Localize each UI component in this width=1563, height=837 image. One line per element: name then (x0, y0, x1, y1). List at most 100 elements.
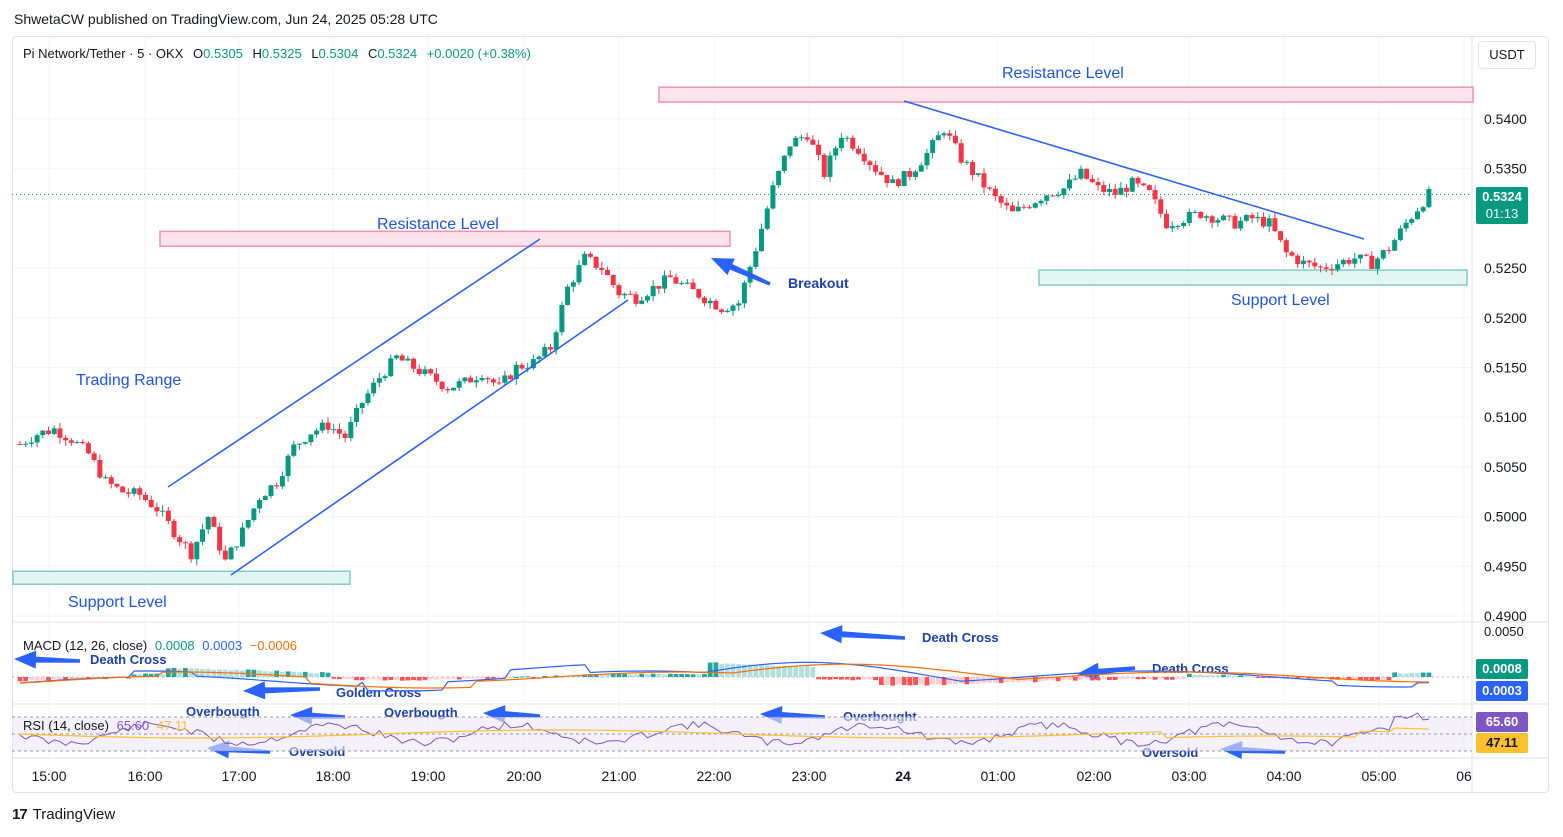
macd-hist-bar (799, 666, 804, 677)
candle-body (610, 275, 616, 286)
candle-body (599, 267, 605, 270)
macd-hist-bar (342, 677, 348, 679)
candle-body (513, 364, 519, 380)
candle-body (393, 355, 399, 359)
macd-hist-bar (1209, 675, 1215, 677)
macd-hist-bar (1289, 677, 1295, 678)
candle-body (553, 332, 559, 350)
macd-hist-bar (1152, 677, 1158, 680)
macd-hist-bar (770, 665, 776, 677)
candle-body (1049, 195, 1055, 197)
candle-body (776, 170, 782, 186)
candle-body (1055, 195, 1061, 197)
tradingview-logo[interactable]: 17 TradingView (12, 806, 115, 823)
candle-body (1175, 225, 1181, 227)
macd-hist-bar (804, 666, 810, 677)
macd-hist-bar (1261, 677, 1266, 678)
macd-hist-bar (878, 677, 884, 686)
overbought-label-1: Overbougth (186, 704, 260, 719)
candle-body (753, 251, 759, 267)
candle-body (296, 443, 302, 445)
current-price-value: 0.5324 (1482, 189, 1522, 204)
candle-body (262, 496, 268, 500)
candle-body (656, 285, 662, 289)
time-tick-label: 16:00 (127, 768, 162, 784)
macd-hist-bar (605, 674, 610, 677)
tradingview-mark-icon: 17 (12, 806, 28, 823)
candle-body (873, 165, 879, 172)
macd-hist-bar (1004, 677, 1010, 683)
candle-body (40, 430, 46, 436)
time-tick-label: 21:00 (601, 768, 636, 784)
candle-body (1146, 185, 1152, 190)
candle-body (1272, 218, 1278, 232)
death-cross-arrow-2 (820, 625, 906, 644)
macd-hist-bar (776, 665, 782, 677)
candle-body (1032, 203, 1038, 208)
macd-hist-bar (74, 677, 80, 679)
macd-hist-bar (1010, 677, 1015, 683)
macd-hist-bar (1141, 677, 1147, 680)
macd-hist-bar (810, 667, 816, 677)
macd-hist-bar (451, 677, 456, 679)
time-tick-label: 18:00 (315, 768, 350, 784)
macd-hist-bar (844, 677, 850, 680)
descending-trendline (903, 100, 1365, 240)
candle-body (200, 529, 206, 542)
candle-body (291, 444, 297, 456)
rsi-badge: 65.60 (1476, 712, 1528, 732)
macd-legend: MACD (12, 26, close) 0.0008 0.0003 −0.00… (23, 638, 297, 653)
candle-body (336, 429, 342, 434)
candle-body (473, 380, 479, 383)
candle-body (1420, 207, 1426, 212)
candle-body (1181, 222, 1187, 226)
macd-hist-bar (473, 677, 479, 679)
candle-body (890, 179, 896, 184)
macd-hist-bar (1181, 677, 1187, 680)
candle-body (1295, 255, 1301, 265)
candle-body (850, 137, 856, 149)
macd-axis-tick: 0.0050 (1484, 624, 1524, 639)
macd-hist-bar (491, 677, 496, 679)
macd-hist-bar (160, 674, 165, 677)
candle-body (85, 443, 91, 454)
candle-body (730, 305, 736, 311)
currency-button[interactable]: USDT (1478, 41, 1536, 69)
macd-hist-bar (713, 662, 719, 677)
candle-body (542, 347, 548, 357)
macd-hist-bar (1215, 675, 1221, 677)
rsi-ma-line (19, 727, 1429, 739)
candle-body (878, 171, 884, 175)
macd-hist-bar (17, 677, 23, 682)
macd-hist-bar (907, 677, 913, 686)
macd-hist-bar (314, 673, 320, 677)
rsi-label: RSI (14, close) (23, 718, 109, 733)
macd-hist-bar (1306, 677, 1312, 679)
time-tick-label: 04:00 (1266, 768, 1301, 784)
candle-body (1289, 252, 1295, 256)
candle-body (268, 485, 274, 497)
candles-group (17, 129, 1432, 566)
macd-hist-bar (148, 673, 154, 677)
candle-body (1369, 255, 1375, 269)
macd-hist-bar (1386, 677, 1392, 681)
macd-hist-bar (154, 673, 160, 677)
macd-hist-bar (51, 677, 57, 680)
time-tick-label: 22:00 (696, 768, 731, 784)
macd-hist-bar (673, 673, 679, 677)
candle-body (924, 153, 930, 166)
macd-hist-bar (143, 673, 148, 677)
candle-body (701, 297, 707, 304)
candle-body (108, 477, 114, 484)
macd-hist-bar (428, 677, 434, 680)
macd-hist-bar (1198, 674, 1204, 677)
candle-body (696, 289, 702, 298)
macd-hist-bar (650, 673, 656, 677)
macd-hist-bar (998, 677, 1004, 684)
macd-hist-bar (513, 676, 519, 678)
macd-hist-bar (536, 676, 542, 678)
resistance-level-label-1: Resistance Level (377, 216, 499, 233)
candle-body (399, 355, 405, 361)
candle-body (930, 140, 936, 154)
